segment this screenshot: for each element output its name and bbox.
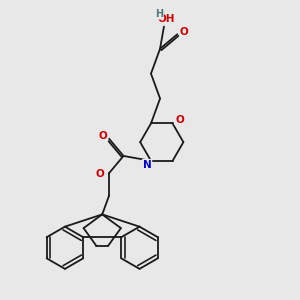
Text: O: O: [99, 131, 107, 141]
Text: O: O: [180, 27, 188, 37]
Text: N: N: [143, 160, 152, 170]
Text: OH: OH: [157, 14, 175, 24]
Text: H: H: [155, 9, 163, 19]
Text: O: O: [96, 169, 105, 179]
Text: O: O: [175, 115, 184, 124]
